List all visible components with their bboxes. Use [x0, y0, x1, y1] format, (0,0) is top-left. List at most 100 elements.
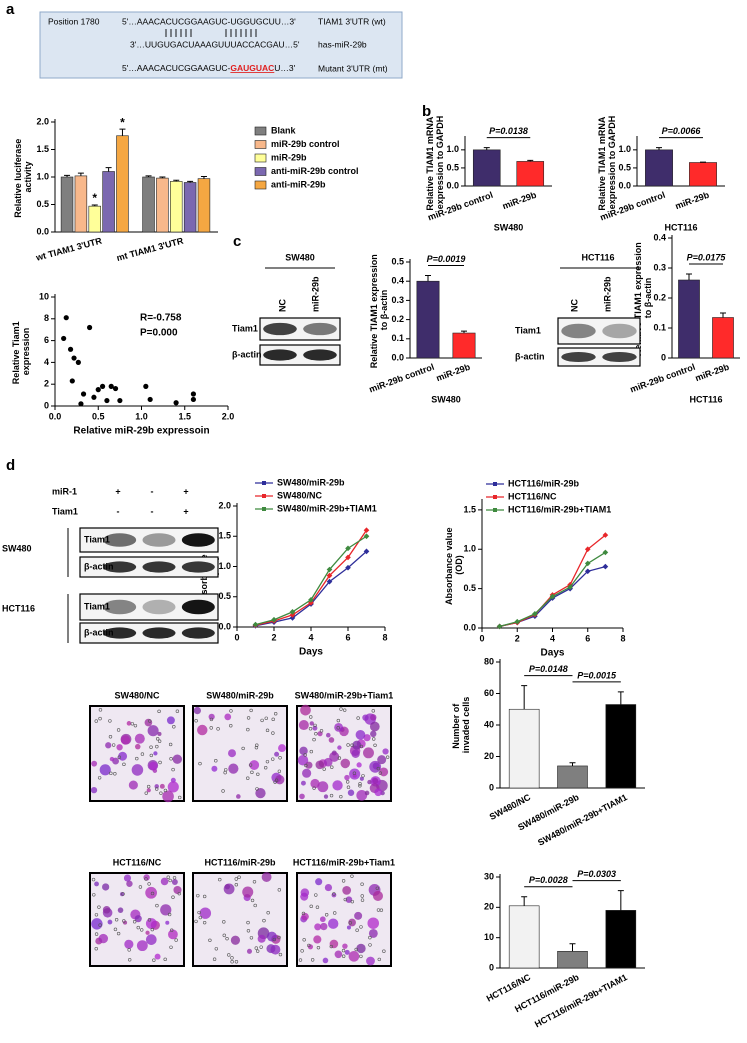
x-tick-label: 2.0	[222, 411, 235, 421]
pore	[271, 717, 275, 722]
pore	[178, 795, 182, 800]
cell	[94, 881, 99, 887]
mutant-site: GAUGUAC	[230, 63, 274, 73]
pore	[361, 774, 365, 778]
pore	[249, 936, 254, 940]
pore	[130, 722, 135, 726]
pore	[360, 882, 364, 886]
pore	[169, 757, 173, 761]
pore	[310, 958, 315, 962]
micrograph	[192, 705, 288, 802]
cell	[340, 758, 351, 769]
x-axis-title: HCT116	[664, 222, 697, 232]
cell	[369, 721, 380, 732]
cell	[356, 789, 368, 801]
condition-mark: +	[115, 486, 120, 496]
cell	[305, 761, 313, 769]
pore	[212, 957, 217, 961]
pore	[271, 757, 275, 761]
condition-label: Tiam1	[52, 506, 78, 516]
legend-marker	[262, 507, 266, 511]
pore	[159, 791, 163, 795]
cell	[274, 751, 280, 757]
legend-marker	[493, 495, 497, 499]
blot-band	[103, 533, 137, 547]
pore	[246, 929, 251, 933]
annotation: P=0.0148	[529, 664, 568, 674]
legend-label: HCT116/NC	[508, 491, 557, 501]
cell	[319, 916, 326, 923]
pore	[246, 776, 250, 780]
lane-label: NC	[277, 299, 287, 312]
pore	[158, 760, 162, 765]
annotation: *	[120, 115, 125, 129]
y-tick-label: 0.5	[36, 199, 49, 209]
pore	[337, 756, 342, 760]
cell	[300, 892, 309, 901]
cell	[362, 714, 369, 721]
pore	[375, 886, 380, 890]
cell	[346, 925, 352, 930]
legend-swatch	[254, 153, 267, 163]
y-tick-label: 10	[484, 932, 494, 942]
cell	[166, 716, 175, 725]
pore	[167, 912, 172, 917]
micrograph-label: SW480/NC	[114, 690, 160, 700]
pore	[309, 904, 313, 909]
pore	[359, 954, 363, 959]
pore	[175, 709, 180, 713]
error-bar	[656, 147, 662, 150]
pore	[222, 920, 226, 924]
bar	[197, 178, 211, 233]
condition-mark: +	[183, 486, 188, 496]
cell	[102, 905, 111, 914]
cell	[352, 740, 362, 750]
pore	[150, 927, 154, 932]
pore	[360, 894, 364, 898]
y-tick-label: 0.1	[653, 322, 666, 332]
y-tick-label: 80	[484, 656, 494, 666]
y-tick-label: 0.4	[653, 232, 666, 242]
cell	[356, 762, 362, 768]
cell	[367, 779, 372, 785]
x-tick-label: miR-29b	[674, 190, 711, 212]
sequence-mirna: 3'…UUGUGACUAAAGUUUACCACGAU…5'	[130, 39, 300, 49]
pore	[277, 769, 282, 773]
pore	[97, 905, 101, 909]
point	[69, 378, 75, 384]
row-label: Tiam1	[515, 325, 541, 335]
pore	[157, 709, 161, 714]
bar	[472, 149, 501, 187]
error-bar	[173, 179, 180, 182]
pore	[202, 920, 207, 925]
y-tick-label: 0.0	[463, 622, 476, 632]
pore	[246, 716, 251, 720]
y-axis-title: Relative TIAM1 mRNA expression to GAPDH	[597, 114, 617, 210]
cell	[347, 789, 355, 796]
row-label: Tiam1	[232, 323, 258, 333]
cell	[326, 732, 331, 738]
marker	[326, 566, 333, 573]
pore	[254, 745, 259, 750]
error-bar	[483, 147, 490, 150]
pore	[241, 746, 245, 751]
x-tick-label: 0	[479, 633, 484, 643]
bar	[557, 951, 588, 969]
pore	[150, 891, 155, 896]
line	[255, 535, 367, 626]
pore	[343, 897, 347, 902]
blot-band	[181, 533, 215, 547]
blot-band	[103, 561, 137, 573]
cell	[145, 934, 157, 945]
cell	[172, 754, 183, 764]
pore	[255, 949, 260, 953]
annotation: P=0.0019	[427, 254, 466, 264]
pore	[234, 960, 239, 964]
micrograph-label: SW480/miR-29b+Tiam1	[295, 690, 394, 700]
pore	[358, 782, 362, 786]
condition-mark: +	[183, 506, 188, 516]
error-bar	[617, 890, 624, 911]
sequence-label: Mutant 3'UTR (mt)	[318, 63, 388, 73]
micrograph-label: HCT116/miR-29b	[204, 857, 276, 867]
pore	[94, 913, 99, 917]
